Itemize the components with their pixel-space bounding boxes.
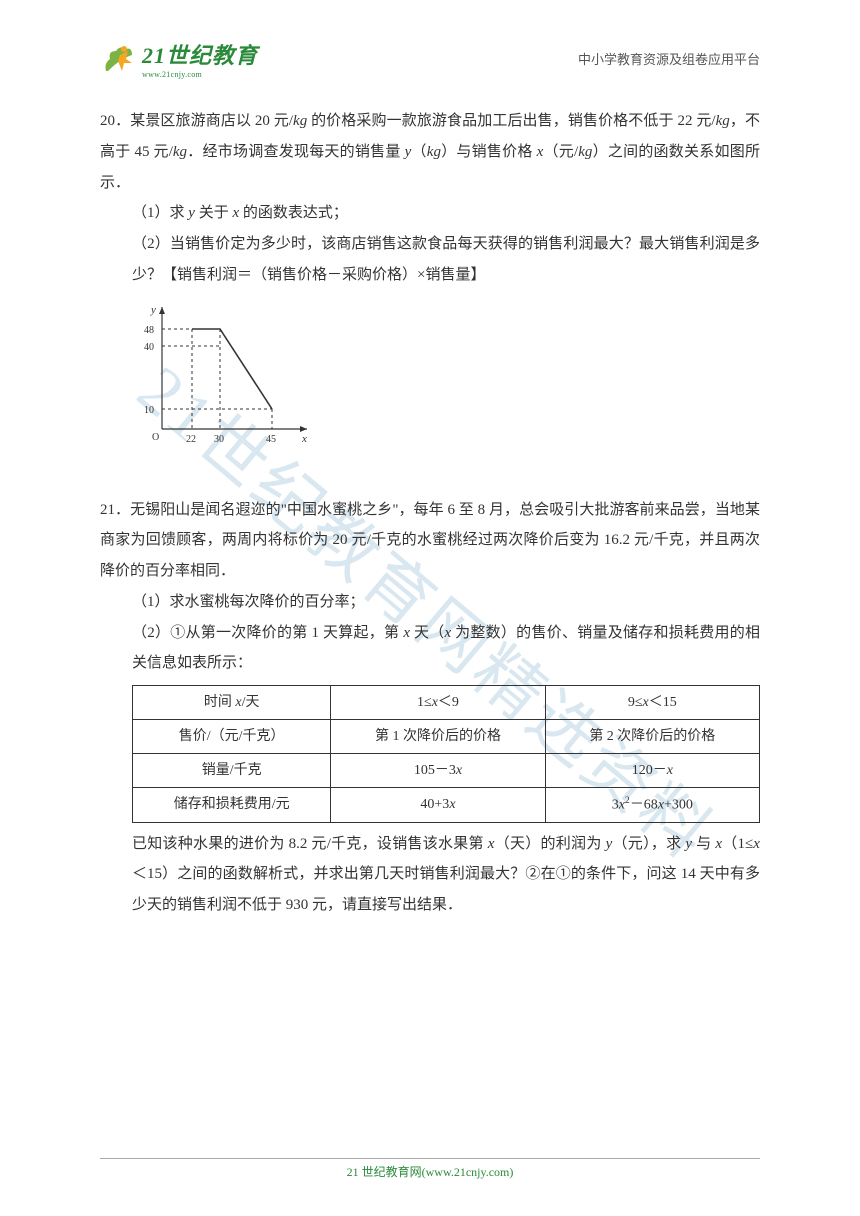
table-row: 时间 x/天 1≤x＜9 9≤x＜15 <box>133 686 760 720</box>
chart-ytick-10: 10 <box>144 405 154 416</box>
chart-ytick-48: 48 <box>144 325 154 336</box>
logo: 21世纪教育 www.21cnjy.com <box>100 38 258 79</box>
q20-sub1: （1）求 y 关于 x 的函数表达式； <box>100 198 760 229</box>
table-cell: 40+3x <box>331 788 545 823</box>
chart-xlabel: x <box>301 433 307 445</box>
chart-ylabel: y <box>150 304 156 316</box>
table-cell: 1≤x＜9 <box>331 686 545 720</box>
spacer <box>100 467 760 495</box>
header-subtitle: 中小学教育资源及组卷应用平台 <box>578 49 760 68</box>
q21-table: 时间 x/天 1≤x＜9 9≤x＜15 售价/（元/千克） 第 1 次降价后的价… <box>132 685 760 823</box>
table-row: 售价/（元/千克） 第 1 次降价后的价格 第 2 次降价后的价格 <box>133 720 760 754</box>
q21-sub2-lead: （2）①从第一次降价的第 1 天算起，第 x 天（x 为整数）的售价、销量及储存… <box>100 618 760 680</box>
q21-number: 21． <box>100 502 130 518</box>
table-row: 销量/千克 105－3x 120－x <box>133 754 760 788</box>
table-cell: 时间 x/天 <box>133 686 331 720</box>
page-footer: 21 世纪教育网(www.21cnjy.com) <box>100 1158 760 1180</box>
chart-origin: O <box>152 432 159 443</box>
q21-sub1: （1）求水蜜桃每次降价的百分率； <box>100 587 760 618</box>
chart-xtick-45: 45 <box>266 434 276 445</box>
table-cell: 售价/（元/千克） <box>133 720 331 754</box>
logo-main-text: 21世纪教育 <box>142 38 258 70</box>
table-cell: 105－3x <box>331 754 545 788</box>
logo-icon <box>100 41 140 77</box>
table-cell: 120－x <box>545 754 759 788</box>
chart-ytick-40: 40 <box>144 342 154 353</box>
footer-text: 21 世纪教育网(www.21cnjy.com) <box>347 1165 514 1179</box>
q20-p1: 某景区旅游商店以 20 元/kg 的价格采购一款旅游食品加工后出售，销售价格不低… <box>100 113 760 191</box>
chart-xtick-30: 30 <box>214 434 224 445</box>
q20-number: 20． <box>100 113 130 129</box>
chart-xtick-22: 22 <box>186 434 196 445</box>
table-cell: 销量/千克 <box>133 754 331 788</box>
table-cell: 9≤x＜15 <box>545 686 759 720</box>
q20-sub2: （2）当销售价定为多少时，该商店销售这款食品每天获得的销售利润最大？最大销售利润… <box>100 229 760 291</box>
table-row: 储存和损耗费用/元 40+3x 3x2－68x+300 <box>133 788 760 823</box>
q21-table-wrap: 时间 x/天 1≤x＜9 9≤x＜15 售价/（元/千克） 第 1 次降价后的价… <box>100 685 760 823</box>
page-content: 20．某景区旅游商店以 20 元/kg 的价格采购一款旅游食品加工后出售，销售价… <box>100 106 760 921</box>
q21-stem: 21．无锡阳山是闻名遐迩的"中国水蜜桃之乡"，每年 6 至 8 月，总会吸引大批… <box>100 495 760 587</box>
q21-p1: 无锡阳山是闻名遐迩的"中国水蜜桃之乡"，每年 6 至 8 月，总会吸引大批游客前… <box>100 502 760 580</box>
logo-sub-text: www.21cnjy.com <box>142 70 258 79</box>
table-cell: 第 2 次降价后的价格 <box>545 720 759 754</box>
q20-stem: 20．某景区旅游商店以 20 元/kg 的价格采购一款旅游食品加工后出售，销售价… <box>100 106 760 198</box>
q21-p2: 已知该种水果的进价为 8.2 元/千克，设销售该水果第 x（天）的利润为 y（元… <box>100 829 760 921</box>
page-header: 21世纪教育 www.21cnjy.com 中小学教育资源及组卷应用平台 <box>100 38 760 79</box>
table-cell: 3x2－68x+300 <box>545 788 759 823</box>
table-cell: 储存和损耗费用/元 <box>133 788 331 823</box>
table-cell: 第 1 次降价后的价格 <box>331 720 545 754</box>
q20-chart: y x O 48 40 10 22 30 45 <box>132 299 317 449</box>
